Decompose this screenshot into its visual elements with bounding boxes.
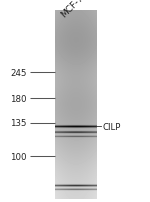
Text: 245: 245 — [11, 68, 27, 77]
Text: MCF-7: MCF-7 — [59, 0, 85, 19]
Text: CILP: CILP — [103, 122, 121, 131]
Text: 135: 135 — [11, 119, 27, 128]
Text: 100: 100 — [11, 152, 27, 161]
Text: 180: 180 — [11, 95, 27, 103]
